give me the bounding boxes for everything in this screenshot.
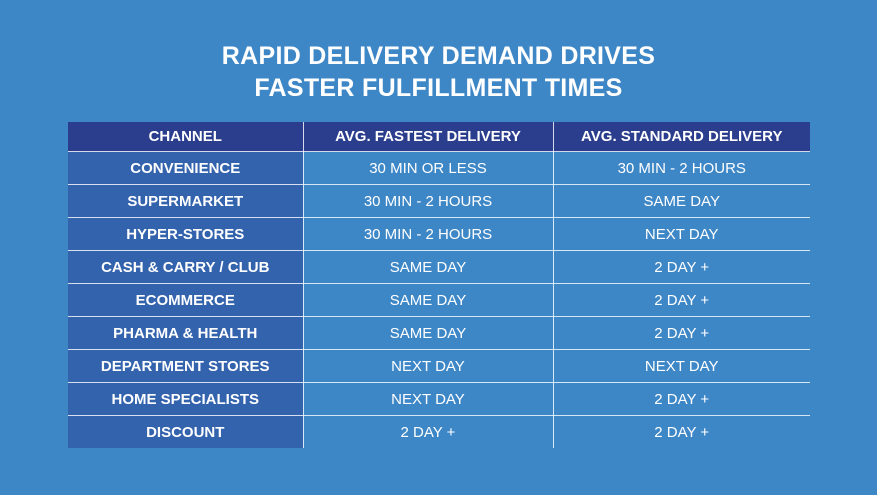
delivery-cell: 2 DAY + — [302, 415, 554, 448]
delivery-table: CHANNEL AVG. FASTEST DELIVERY AVG. STANDAR… — [68, 122, 810, 448]
table-row: CONVENIENCE 30 MIN OR LESS 30 MIN - 2 HOUR… — [68, 151, 810, 185]
channel-cell: PHARMA & HEALTH — [68, 316, 304, 350]
delivery-cell: 30 MIN - 2 HOURS — [302, 184, 554, 218]
delivery-cell: 2 DAY + — [552, 316, 810, 350]
table-row: SUPERMARKET 30 MIN - 2 HOURS SAME DAY — [68, 184, 810, 218]
delivery-cell: 2 DAY + — [552, 250, 810, 284]
delivery-cell: 30 MIN - 2 HOURS — [552, 151, 810, 185]
channel-cell: DISCOUNT — [68, 415, 304, 448]
delivery-cell: SAME DAY — [552, 184, 810, 218]
channel-cell: CONVENIENCE — [68, 151, 304, 185]
delivery-cell: 2 DAY + — [552, 415, 810, 448]
delivery-cell: 30 MIN - 2 HOURS — [302, 217, 554, 251]
channel-cell: ECOMMERCE — [68, 283, 304, 317]
table-row: DEPARTMENT STORES NEXT DAY NEXT DAY — [68, 349, 810, 383]
channel-cell: HYPER-STORES — [68, 217, 304, 251]
channel-cell: DEPARTMENT STORES — [68, 349, 304, 383]
channel-cell: HOME SPECIALISTS — [68, 382, 304, 416]
column-header: AVG. STANDARD DELIVERY — [552, 122, 810, 152]
table-body: CONVENIENCE 30 MIN OR LESS 30 MIN - 2 HOUR… — [68, 151, 810, 448]
delivery-cell: SAME DAY — [302, 283, 554, 317]
table-row: HOME SPECIALISTS NEXT DAY 2 DAY + — [68, 382, 810, 416]
title-line: RAPID DELIVERY DEMAND DRIVES — [221, 42, 656, 70]
delivery-cell: SAME DAY — [302, 316, 554, 350]
delivery-cell: SAME DAY — [302, 250, 554, 284]
table-row: DISCOUNT 2 DAY +2 DAY + — [68, 415, 810, 448]
delivery-cell: NEXT DAY — [552, 349, 810, 383]
column-header: AVG. FASTEST DELIVERY — [302, 122, 554, 152]
delivery-cell: NEXT DAY — [552, 217, 810, 251]
title-line: FASTER FULFILLMENT TIMES — [254, 74, 623, 102]
header-row: CHANNEL AVG. FASTEST DELIVERY AVG. STANDAR… — [68, 122, 810, 152]
table-head: CHANNEL AVG. FASTEST DELIVERY AVG. STANDAR… — [68, 122, 810, 152]
table-row: CASH & CARRY / CLUB SAME DAY 2 DAY + — [68, 250, 810, 284]
table-row: HYPER-STORES 30 MIN - 2 HOURS NEXT DAY — [68, 217, 810, 251]
table-row: ECOMMERCE SAME DAY 2 DAY + — [68, 283, 810, 317]
channel-cell: SUPERMARKET — [68, 184, 304, 218]
column-header: CHANNEL — [68, 122, 304, 152]
delivery-cell: 30 MIN OR LESS — [302, 151, 554, 185]
table-row: PHARMA & HEALTH SAME DAY 2 DAY + — [68, 316, 810, 350]
delivery-cell: NEXT DAY — [302, 349, 554, 383]
delivery-cell: NEXT DAY — [302, 382, 554, 416]
delivery-cell: 2 DAY + — [552, 283, 810, 317]
title: RAPID DELIVERY DEMAND DRIVES FASTER FULF… — [0, 40, 877, 104]
delivery-cell: 2 DAY + — [552, 382, 810, 416]
channel-cell: CASH & CARRY / CLUB — [68, 250, 304, 284]
